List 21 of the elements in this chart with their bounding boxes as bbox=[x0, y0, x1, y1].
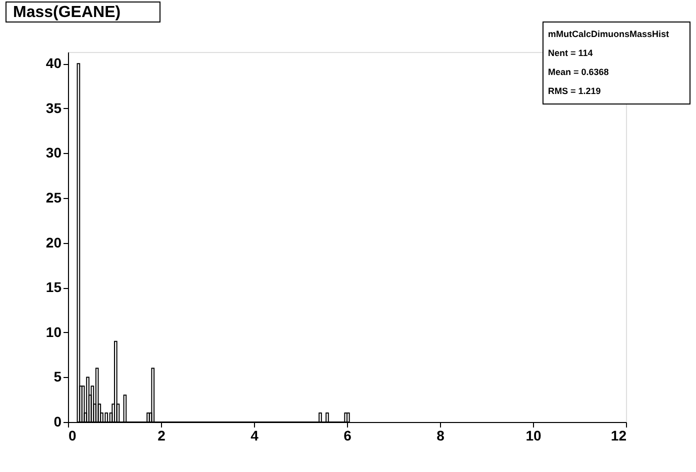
y-tick-label: 0 bbox=[54, 414, 62, 430]
x-tick-label: 10 bbox=[526, 428, 542, 444]
x-tick-label: 0 bbox=[68, 428, 76, 444]
y-tick-label: 20 bbox=[46, 234, 62, 250]
annotation: RMS = 1.219 bbox=[548, 86, 601, 96]
y-tick-label: 15 bbox=[46, 279, 62, 296]
text: mMutCalcDimuonsMassHist bbox=[548, 29, 670, 39]
y-tick-label: 25 bbox=[46, 190, 62, 206]
x-tick-label: 12 bbox=[610, 428, 627, 444]
x-tick-label: 6 bbox=[344, 428, 352, 444]
y-tick-label: 35 bbox=[46, 100, 62, 116]
chart-title: Mass(GEANE) bbox=[13, 4, 121, 21]
x-tick-label: 8 bbox=[436, 428, 445, 444]
x-tick-label: 4 bbox=[250, 428, 259, 444]
x-tick-label: 2 bbox=[158, 428, 166, 444]
y-tick-label: 40 bbox=[46, 55, 62, 72]
y-tick-label: 5 bbox=[54, 368, 62, 385]
y-tick-label: 30 bbox=[46, 144, 62, 161]
annotation: Nent = 114 bbox=[548, 48, 593, 58]
y-tick-label: 10 bbox=[46, 324, 62, 340]
annotation: Mean = 0.6368 bbox=[548, 67, 609, 77]
